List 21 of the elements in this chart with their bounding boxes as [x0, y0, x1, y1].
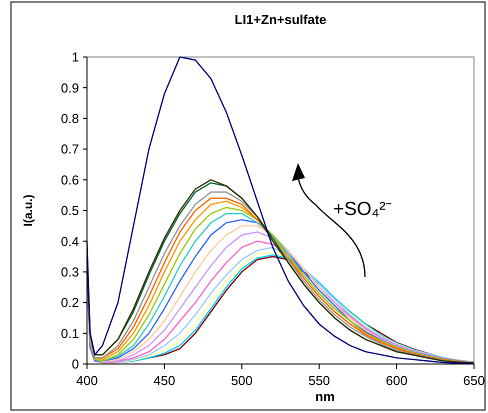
- y-tick-label: 0.9: [60, 80, 79, 96]
- y-tick-label: 0.7: [60, 142, 79, 157]
- x-tick-label: 550: [308, 373, 330, 388]
- chart-title: LI1+Zn+sulfate: [234, 12, 326, 27]
- y-tick-label: 0.3: [60, 264, 79, 280]
- x-tick-label: 500: [230, 373, 253, 388]
- x-tick-label: 650: [463, 373, 485, 388]
- y-tick-label: 0.4: [60, 234, 79, 249]
- y-axis-title: I(a.u.): [21, 194, 35, 226]
- y-tick-label: 0.2: [60, 295, 79, 310]
- y-tick-label: 0.6: [60, 172, 79, 188]
- y-tick-label: 0.8: [60, 110, 79, 126]
- y-tick-label: 1: [72, 50, 79, 65]
- x-tick-label: 400: [76, 373, 98, 388]
- x-tick-label: 600: [386, 373, 408, 388]
- x-axis-title: nm: [315, 389, 335, 404]
- y-tick-label: 0.1: [60, 326, 79, 341]
- y-tick-label: 0.5: [60, 203, 79, 218]
- annotation: +SO₄²⁻: [333, 199, 392, 220]
- x-tick-label: 450: [154, 373, 176, 388]
- y-tick-label: 0: [72, 356, 79, 372]
